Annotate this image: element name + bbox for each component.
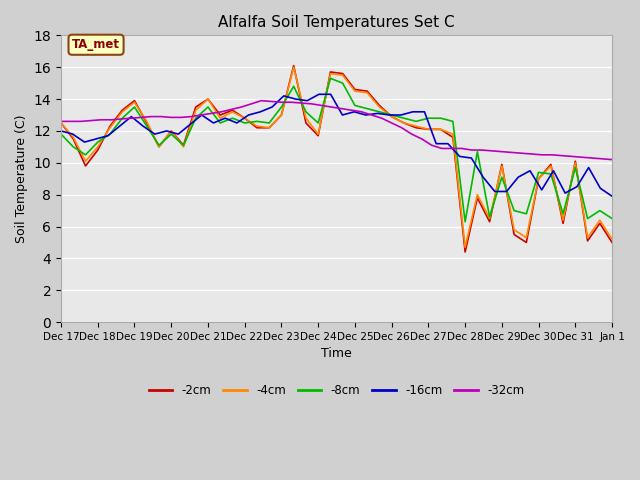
Y-axis label: Soil Temperature (C): Soil Temperature (C) [15,114,28,243]
Text: TA_met: TA_met [72,38,120,51]
Title: Alfalfa Soil Temperatures Set C: Alfalfa Soil Temperatures Set C [218,15,455,30]
Legend: -2cm, -4cm, -8cm, -16cm, -32cm: -2cm, -4cm, -8cm, -16cm, -32cm [144,380,529,402]
X-axis label: Time: Time [321,348,352,360]
